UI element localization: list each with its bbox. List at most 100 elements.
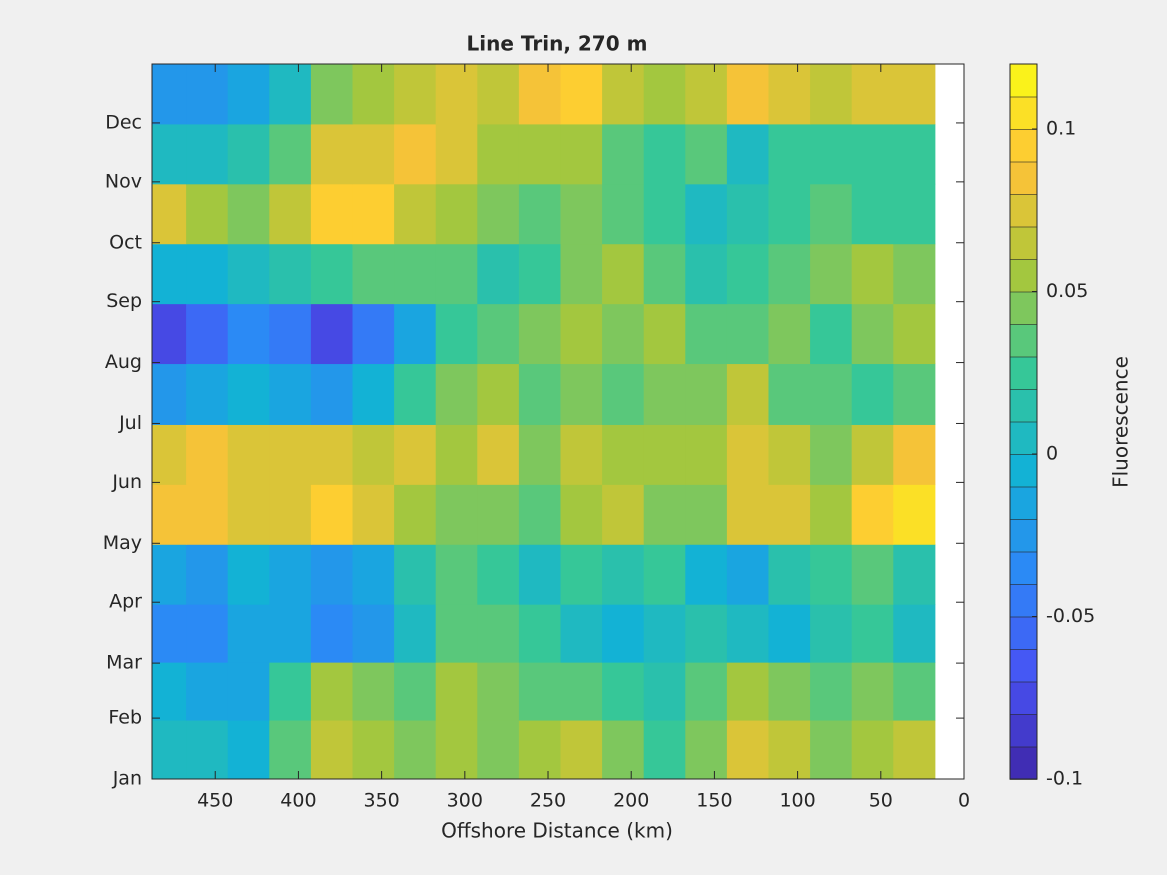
contour-cell (477, 123, 520, 185)
colorbar-band (1009, 583, 1038, 618)
contour-cell (269, 424, 312, 485)
contour-cell (310, 123, 354, 185)
contour-cell (851, 720, 894, 780)
contour-cell (435, 64, 478, 125)
contour-cell (893, 424, 936, 485)
colorbar-band (1009, 551, 1038, 585)
x-tick-label: 300 (447, 790, 483, 812)
contour-cell (893, 64, 936, 125)
contour-cell (602, 303, 645, 365)
contour-cell (269, 303, 312, 365)
contour-cell (851, 183, 894, 245)
contour-cell (893, 303, 936, 365)
contour-cell (152, 303, 187, 365)
colorbar-band (1009, 486, 1038, 520)
contour-cell (477, 720, 520, 780)
colorbar-band (1009, 258, 1038, 293)
contour-cell (726, 544, 769, 605)
x-axis-label: Offshore Distance (km) (441, 819, 673, 843)
contour-cell (152, 363, 187, 425)
contour-cell (310, 720, 354, 780)
contour-cell (227, 183, 270, 245)
contour-cell (394, 604, 437, 663)
contour-cell (726, 123, 769, 185)
contour-cell (768, 243, 811, 305)
contour-cell (352, 424, 395, 485)
y-tick-label: Dec (105, 111, 142, 133)
contour-cell (685, 363, 728, 425)
contour-cell (602, 363, 645, 425)
contour-cell (518, 720, 561, 780)
contour-cell (685, 243, 728, 305)
contour-cell (518, 123, 561, 185)
contour-cell (602, 243, 645, 305)
contour-cell (602, 183, 645, 245)
contour-cell (269, 183, 312, 245)
contour-cell (768, 363, 811, 425)
contour-cell (810, 243, 853, 305)
contour-cell (394, 662, 437, 721)
contour-cell (768, 123, 811, 185)
contour-cell (560, 123, 603, 185)
colorbar-tick-label: -0.05 (1046, 605, 1095, 627)
contour-cell (352, 604, 395, 663)
colorbar-band (1009, 356, 1038, 390)
colorbar-band (1009, 226, 1038, 260)
contour-cell (186, 183, 229, 245)
contour-cell (310, 544, 354, 605)
contour-cell (310, 303, 354, 365)
contour-cell (893, 363, 936, 425)
contour-cell (643, 243, 686, 305)
contour-cell (152, 424, 187, 485)
contour-cell (518, 604, 561, 663)
contour-cell (810, 64, 853, 125)
x-tick-label: 400 (280, 790, 316, 812)
x-tick-label: 450 (197, 790, 233, 812)
colorbar-band (1009, 453, 1038, 488)
contour-cell (352, 544, 395, 605)
contour-cell (477, 484, 520, 545)
contour-cell (394, 123, 437, 185)
contour-cell (643, 544, 686, 605)
contour-cell (310, 243, 354, 305)
contour-cell (152, 123, 187, 185)
axes-box (151, 63, 965, 780)
contour-cell (186, 64, 229, 125)
y-tick-label: Sep (106, 290, 142, 312)
contour-cell (810, 424, 853, 485)
contour-cell (643, 183, 686, 245)
contour-cell (269, 544, 312, 605)
contour-cell (394, 544, 437, 605)
contour-cell (227, 303, 270, 365)
contour-cell (726, 303, 769, 365)
contour-cell (352, 720, 395, 780)
contour-cell (851, 243, 894, 305)
contour-cell (269, 604, 312, 663)
contour-cell (518, 424, 561, 485)
contour-cell (186, 303, 229, 365)
contour-cell (810, 363, 853, 425)
contour-cell (352, 363, 395, 425)
contour-cell (477, 604, 520, 663)
contour-cell (810, 484, 853, 545)
contour-cell (186, 243, 229, 305)
contour-cell (893, 544, 936, 605)
contour-cell (810, 662, 853, 721)
contour-cell (893, 484, 936, 545)
x-tick-label: 50 (869, 790, 893, 812)
y-tick-label: Jun (111, 471, 142, 493)
contour-cell (186, 544, 229, 605)
contour-cell (685, 303, 728, 365)
contour-cell (186, 123, 229, 185)
colorbar-box (1009, 63, 1038, 780)
contour-cell (893, 604, 936, 663)
contour-cell (310, 64, 354, 125)
contour-cell (685, 720, 728, 780)
contour-cell (435, 604, 478, 663)
contour-cell (227, 662, 270, 721)
contour-cell (726, 363, 769, 425)
contour-cell (269, 64, 312, 125)
contour-cell (186, 720, 229, 780)
contour-cell (768, 183, 811, 245)
